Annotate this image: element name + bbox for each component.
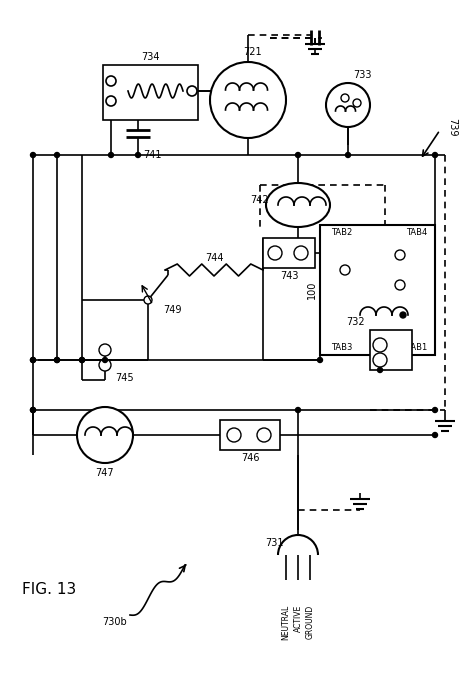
- Text: FIG. 13: FIG. 13: [22, 582, 76, 597]
- Circle shape: [295, 407, 301, 413]
- Text: ACTIVE: ACTIVE: [293, 605, 302, 632]
- Text: 746: 746: [241, 453, 259, 463]
- Circle shape: [55, 358, 60, 362]
- Circle shape: [30, 407, 36, 413]
- Circle shape: [55, 358, 60, 362]
- Bar: [220, 420, 280, 450]
- Circle shape: [373, 353, 387, 367]
- Circle shape: [373, 338, 387, 352]
- Text: 730b: 730b: [103, 617, 128, 627]
- Text: 742: 742: [251, 195, 269, 205]
- Text: 732: 732: [346, 317, 365, 327]
- Circle shape: [257, 428, 271, 442]
- Circle shape: [187, 86, 197, 96]
- Text: TAB4: TAB4: [406, 228, 427, 237]
- Text: 739: 739: [447, 118, 457, 136]
- Text: TAB2: TAB2: [331, 228, 353, 237]
- Ellipse shape: [266, 183, 330, 227]
- Circle shape: [144, 296, 152, 304]
- Circle shape: [346, 153, 350, 157]
- Text: 749: 749: [163, 305, 182, 315]
- Text: 734: 734: [141, 52, 159, 62]
- Circle shape: [395, 280, 405, 290]
- Circle shape: [80, 358, 84, 362]
- Text: 721: 721: [244, 47, 262, 57]
- Text: TAB1: TAB1: [406, 343, 427, 352]
- Text: 731: 731: [265, 538, 284, 548]
- Circle shape: [30, 153, 36, 157]
- Circle shape: [395, 250, 405, 260]
- Circle shape: [227, 428, 241, 442]
- Text: 745: 745: [115, 373, 134, 383]
- Circle shape: [102, 358, 108, 362]
- Text: TAB3: TAB3: [331, 343, 353, 352]
- Circle shape: [109, 153, 113, 157]
- Text: 743: 743: [280, 271, 298, 281]
- Circle shape: [294, 246, 308, 260]
- Circle shape: [268, 246, 282, 260]
- Circle shape: [295, 153, 301, 157]
- Circle shape: [353, 99, 361, 107]
- Circle shape: [340, 265, 350, 275]
- Bar: [103, 65, 198, 120]
- Bar: [263, 238, 315, 268]
- Circle shape: [136, 153, 140, 157]
- Text: 741: 741: [143, 150, 162, 160]
- Text: GROUND: GROUND: [306, 605, 315, 639]
- Circle shape: [77, 407, 133, 463]
- Circle shape: [99, 344, 111, 356]
- Circle shape: [55, 153, 60, 157]
- Circle shape: [432, 153, 438, 157]
- Circle shape: [400, 312, 406, 318]
- Circle shape: [432, 407, 438, 413]
- Circle shape: [326, 83, 370, 127]
- Circle shape: [432, 432, 438, 437]
- Circle shape: [30, 358, 36, 362]
- Text: 733: 733: [353, 70, 372, 80]
- Circle shape: [99, 359, 111, 371]
- Text: 747: 747: [96, 468, 114, 478]
- Circle shape: [106, 96, 116, 106]
- Bar: [370, 330, 412, 370]
- Bar: [320, 225, 435, 355]
- Circle shape: [341, 94, 349, 102]
- Text: 744: 744: [205, 253, 223, 263]
- Circle shape: [30, 407, 36, 413]
- Circle shape: [80, 358, 84, 362]
- Circle shape: [30, 358, 36, 362]
- Circle shape: [377, 368, 383, 373]
- Circle shape: [106, 76, 116, 86]
- Text: 100: 100: [307, 281, 317, 299]
- Circle shape: [318, 358, 322, 362]
- Text: NEUTRAL: NEUTRAL: [282, 605, 291, 640]
- Circle shape: [210, 62, 286, 138]
